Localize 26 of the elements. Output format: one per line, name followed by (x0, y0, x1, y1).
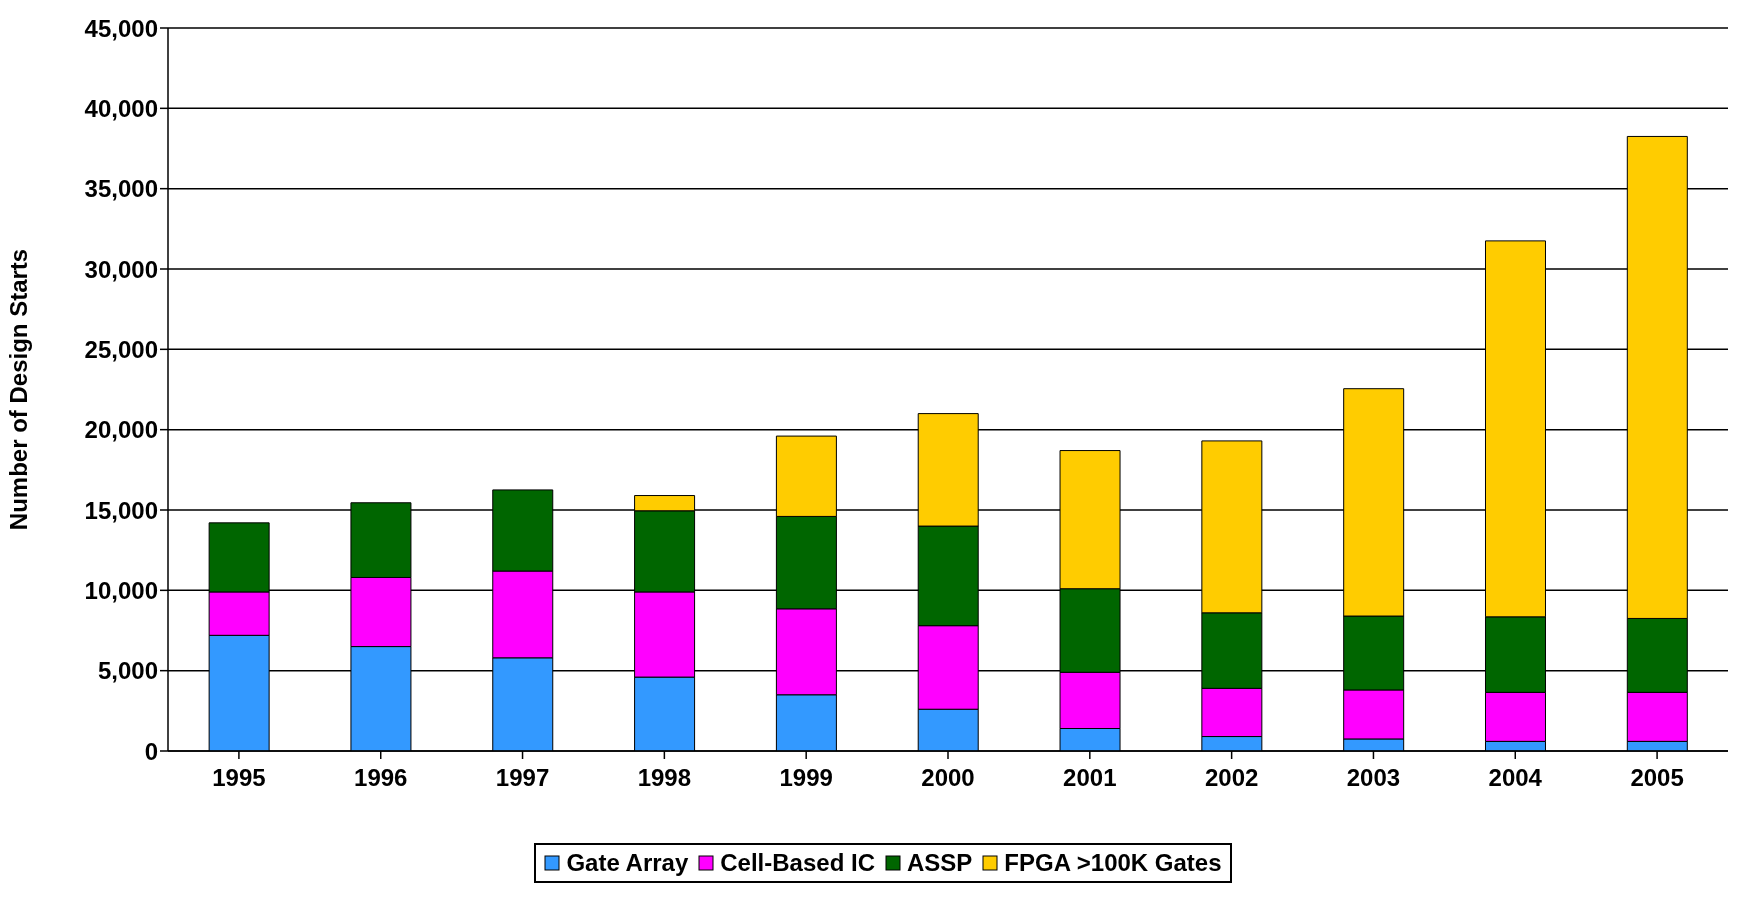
x-tick-label: 1996 (354, 764, 408, 792)
legend-label: ASSP (906, 849, 973, 877)
y-tick-label: 20,000 (84, 416, 158, 444)
x-tick-label: 2000 (921, 764, 975, 792)
x-tick-label: 2001 (1063, 764, 1117, 792)
y-tick-label: 15,000 (84, 496, 158, 524)
x-tick-label: 1998 (637, 764, 692, 792)
x-tick-label: 2005 (1630, 764, 1684, 792)
x-tick-label: 2002 (1204, 764, 1259, 792)
legend-label: Cell-Based IC (719, 849, 875, 877)
y-tick-label: 25,000 (84, 335, 158, 363)
y-tick-label: 40,000 (84, 94, 158, 122)
x-tick-label: 2003 (1346, 764, 1401, 792)
legend-label: FPGA >100K Gates (1003, 849, 1222, 877)
y-tick-label: 45,000 (84, 14, 158, 42)
y-tick-label: 5,000 (97, 657, 158, 685)
y-tick-label: 30,000 (84, 255, 158, 283)
y-tick-label: 0 (144, 737, 158, 765)
y-tick-label: 35,000 (84, 175, 158, 203)
x-tick-label: 1999 (779, 764, 833, 792)
y-tick-label: 10,000 (84, 576, 158, 604)
x-tick-label: 2004 (1488, 764, 1543, 792)
x-tick-label: 1997 (495, 764, 550, 792)
y-axis-title: Number of Design Starts (4, 248, 32, 531)
x-tick-label: 1995 (212, 764, 266, 792)
legend-label: Gate Array (565, 849, 689, 877)
